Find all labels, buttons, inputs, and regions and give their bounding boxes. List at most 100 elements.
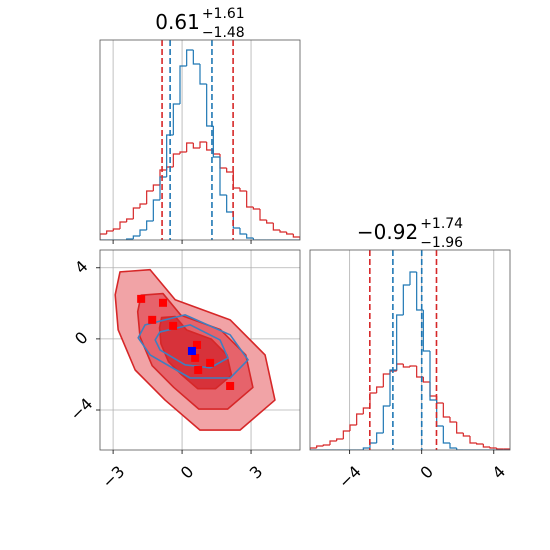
histogram-step xyxy=(449,443,457,449)
histogram-step xyxy=(362,447,370,450)
title-value: 0.61 xyxy=(155,10,200,34)
histogram-step xyxy=(402,284,410,315)
axes-frame xyxy=(99,249,301,451)
histogram-step xyxy=(456,448,464,450)
x-tick-label: 3 xyxy=(246,462,267,483)
histogram-step xyxy=(259,209,267,221)
histogram-step xyxy=(132,235,140,239)
histogram-step xyxy=(396,314,404,370)
histogram-step xyxy=(152,184,160,191)
histogram-step xyxy=(139,229,147,236)
point-marker xyxy=(226,382,235,390)
histogram-step xyxy=(336,438,344,441)
histogram-step xyxy=(219,157,227,196)
histogram-step xyxy=(239,188,247,192)
histogram-step xyxy=(469,436,477,444)
point-marker xyxy=(193,340,202,349)
histogram-step xyxy=(199,141,207,148)
histogram-step xyxy=(186,142,194,152)
x-tick-label: 4 xyxy=(488,462,509,483)
histogram-step xyxy=(146,190,154,204)
histogram-step xyxy=(266,220,274,224)
histogram-step xyxy=(456,422,464,434)
histogram-step xyxy=(179,65,187,104)
point-marker xyxy=(206,358,215,367)
histogram-step xyxy=(172,153,180,167)
histogram-step xyxy=(226,168,234,173)
histogram-step xyxy=(369,442,377,448)
histogram-step xyxy=(442,426,450,444)
histogram-step xyxy=(436,400,444,427)
histogram-step xyxy=(409,271,417,285)
histogram-step xyxy=(356,413,364,425)
histogram-step xyxy=(206,84,214,127)
histogram-step xyxy=(166,134,174,177)
histogram-step xyxy=(462,433,470,437)
histogram-step xyxy=(422,377,430,383)
histogram-step xyxy=(239,228,247,235)
point-marker xyxy=(191,353,200,362)
histogram-step xyxy=(246,191,254,208)
y-tick-label: −4 xyxy=(66,394,96,424)
point-marker xyxy=(137,294,146,303)
point-marker xyxy=(169,321,178,330)
histogram-step xyxy=(382,373,390,387)
histogram-step xyxy=(376,432,384,443)
histogram-step xyxy=(252,207,260,210)
histogram-step xyxy=(362,407,370,414)
histogram-step xyxy=(442,403,450,418)
histogram-step xyxy=(322,444,330,446)
title-upper: +1.74 xyxy=(420,216,463,232)
histogram-step xyxy=(132,207,140,219)
histogram-step xyxy=(192,143,200,149)
histogram-step xyxy=(152,199,160,221)
histogram-step xyxy=(292,234,300,240)
histogram-step xyxy=(219,154,227,169)
histogram-step xyxy=(112,228,120,231)
histogram-step xyxy=(402,364,410,368)
title-lower: −1.96 xyxy=(420,235,463,251)
histogram-step xyxy=(482,444,490,448)
title-lower: −1.48 xyxy=(202,25,245,41)
histogram-step xyxy=(503,448,510,450)
histogram-step xyxy=(272,223,280,231)
contour xyxy=(154,324,229,369)
histogram-step xyxy=(496,448,504,450)
histogram-step xyxy=(126,218,134,222)
axes-frame xyxy=(99,39,301,241)
histogram-step xyxy=(159,176,167,200)
histogram-step xyxy=(476,443,484,445)
x-tick-label: −3 xyxy=(98,462,128,492)
histogram-step xyxy=(279,230,287,233)
histogram-step xyxy=(246,234,254,239)
x-tick-label: 0 xyxy=(416,462,437,483)
histogram-step xyxy=(449,417,457,423)
histogram-step xyxy=(429,351,437,401)
point-marker xyxy=(187,346,196,355)
histogram-step xyxy=(119,221,127,229)
histogram-step xyxy=(199,64,207,85)
histogram-step xyxy=(489,447,497,449)
histogram-step xyxy=(252,238,260,240)
histogram-step xyxy=(146,220,154,230)
histogram-step xyxy=(329,440,337,445)
histogram-step xyxy=(422,310,430,352)
histogram-step xyxy=(212,126,220,158)
histogram-step xyxy=(212,150,220,155)
histogram-step xyxy=(139,203,147,208)
point-marker xyxy=(194,366,203,374)
histogram-step xyxy=(376,386,384,393)
histogram-step xyxy=(206,142,214,151)
histogram-step xyxy=(382,405,390,433)
histogram-step xyxy=(389,369,397,406)
histogram-step xyxy=(186,49,194,66)
x-tick-label: 0 xyxy=(177,462,198,483)
point-marker xyxy=(148,315,157,324)
histogram-step xyxy=(172,103,180,135)
contour xyxy=(137,314,249,379)
title-upper: +1.61 xyxy=(202,6,245,22)
title-value: −0.92 xyxy=(357,220,418,244)
histogram-step xyxy=(409,365,417,367)
histogram-step xyxy=(100,233,107,240)
